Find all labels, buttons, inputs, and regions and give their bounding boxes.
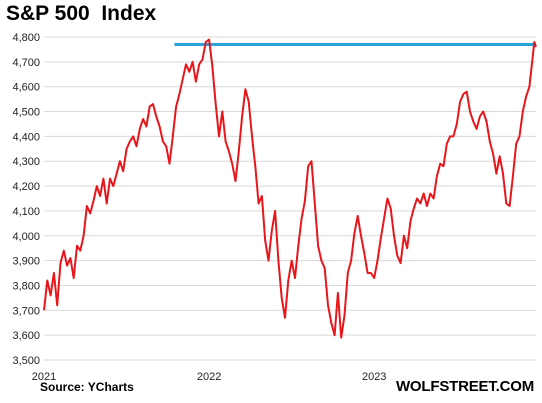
y-axis-ticks: 3,500 3,600 3,700 3,800 3,900 4,000 4,100 4,200…: [12, 32, 40, 367]
x-axis-ticks: 2021 2022 2023: [32, 371, 387, 383]
y-tick-label: 4,600: [12, 82, 40, 94]
y-tick-label: 4,800: [12, 32, 40, 44]
y-tick-label: 3,500: [12, 355, 40, 367]
x-tick-label: 2022: [197, 371, 221, 383]
y-tick-label: 3,800: [12, 280, 40, 292]
y-tick-label: 4,400: [12, 131, 40, 143]
source-note: Source: YCharts: [40, 380, 134, 394]
y-tick-label: 3,600: [12, 330, 40, 342]
series-line: [43, 38, 537, 339]
y-tick-label: 4,000: [12, 231, 40, 243]
y-tick-label: 4,200: [12, 181, 40, 193]
x-tick-label: 2023: [362, 371, 386, 383]
chart-title: S&P 500 Index: [6, 2, 157, 25]
y-tick-label: 4,700: [12, 57, 40, 69]
y-tick-label: 4,100: [12, 206, 40, 218]
y-tick-label: 3,700: [12, 305, 40, 317]
grid-lines: [44, 36, 536, 361]
y-tick-label: 3,900: [12, 256, 40, 268]
y-tick-label: 4,500: [12, 107, 40, 119]
x-tick-label: 2021: [32, 371, 56, 383]
brand-label: WOLFSTREET.COM: [395, 378, 534, 395]
y-tick-label: 4,300: [12, 156, 40, 168]
